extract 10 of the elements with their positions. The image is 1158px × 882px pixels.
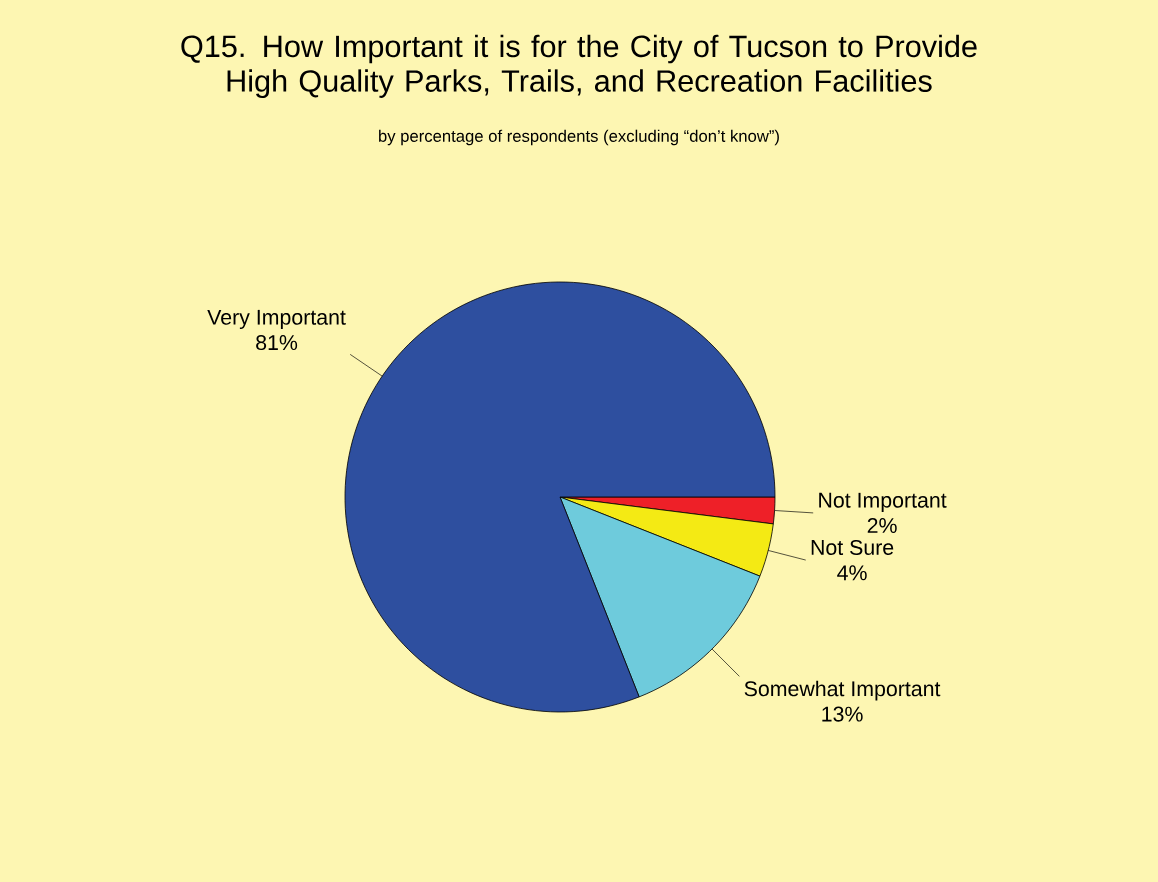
data-label: 4% — [837, 565, 867, 581]
slice-label: Not Sure — [811, 539, 894, 555]
slice-label: Not Important — [819, 492, 947, 512]
chart-subtitle: by percentage of respondents (excluding “don’t know”) — [379, 129, 779, 146]
data-label: 2% — [867, 517, 897, 533]
chart-title: Q15. How Important it is for the City of Tucson to Provide High Quality Parks, Trails, and Recreation Facilities — [181, 34, 977, 98]
data-label: 13% — [822, 706, 863, 722]
data-label: 81% — [256, 335, 298, 351]
slice-label: Somewhat Important — [744, 680, 941, 701]
slice-label: Very Important — [207, 309, 346, 330]
